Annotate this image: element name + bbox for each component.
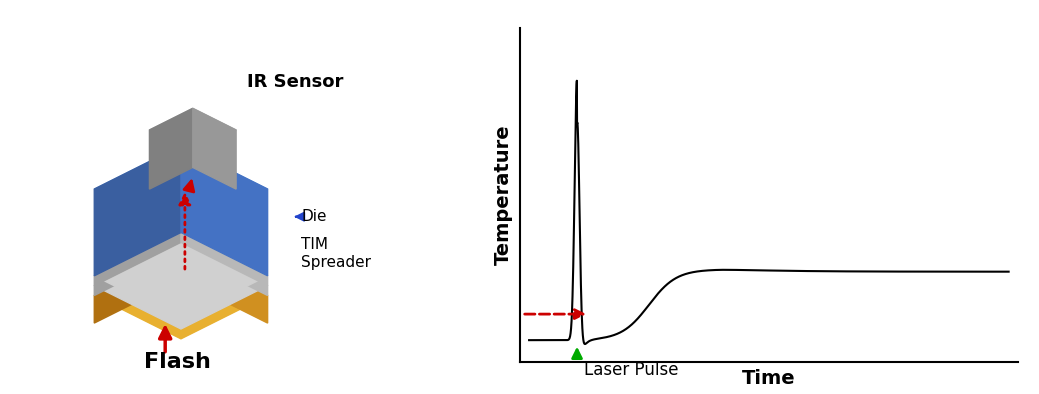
Polygon shape	[95, 146, 268, 232]
Polygon shape	[95, 242, 181, 296]
Polygon shape	[95, 252, 268, 339]
Text: IR Sensor: IR Sensor	[247, 72, 344, 91]
Text: Spreader: Spreader	[301, 255, 371, 269]
Text: Laser Pulse: Laser Pulse	[584, 361, 678, 379]
Polygon shape	[193, 108, 236, 189]
Polygon shape	[95, 252, 181, 323]
Polygon shape	[95, 232, 268, 319]
Polygon shape	[95, 146, 181, 276]
Polygon shape	[181, 242, 268, 296]
Text: Die: Die	[301, 209, 326, 224]
Polygon shape	[150, 108, 193, 189]
Polygon shape	[181, 232, 268, 286]
Polygon shape	[150, 108, 236, 152]
Text: Flash: Flash	[143, 352, 211, 372]
Polygon shape	[181, 252, 268, 323]
Polygon shape	[95, 232, 181, 286]
Text: TIM: TIM	[301, 237, 328, 252]
X-axis label: Time: Time	[742, 370, 796, 388]
Y-axis label: Temperature: Temperature	[494, 125, 512, 265]
Polygon shape	[95, 242, 268, 329]
Polygon shape	[181, 146, 268, 276]
